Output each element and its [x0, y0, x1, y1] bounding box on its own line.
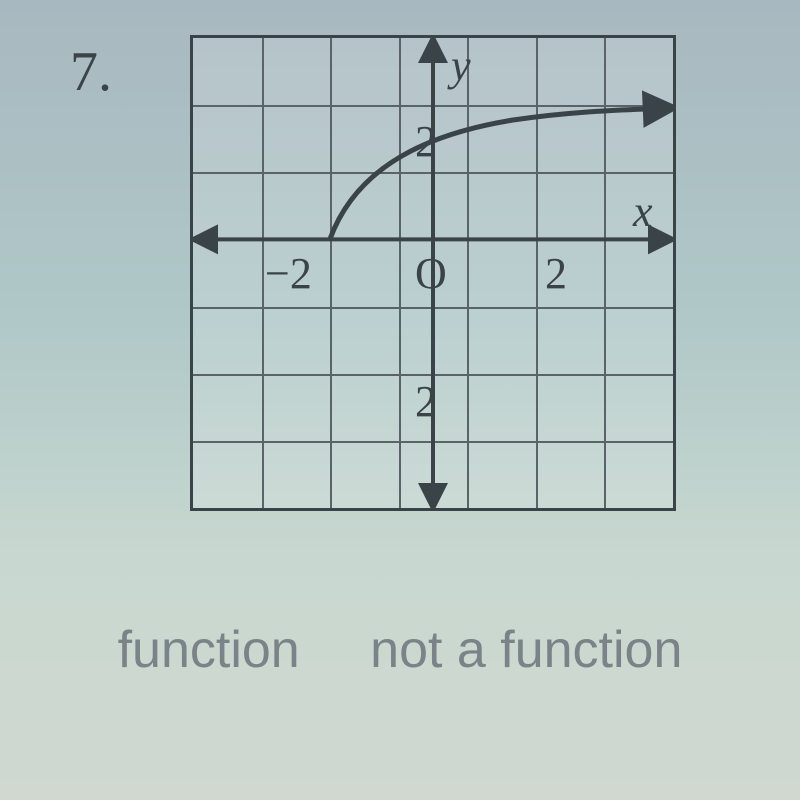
grid-v: [536, 38, 538, 508]
y-pos-2: 2: [415, 116, 437, 167]
grid-v: [262, 38, 264, 508]
graph-grid: y x O 2 2 2 −2: [190, 35, 676, 511]
grid-h: [193, 172, 673, 174]
worksheet-container: 7.: [0, 0, 800, 800]
y-neg-2: 2: [415, 376, 437, 427]
y-label: y: [451, 40, 471, 91]
x-neg-2: −2: [265, 248, 312, 299]
answer-option-function[interactable]: function: [118, 620, 300, 680]
answer-row: function not a function: [0, 620, 800, 680]
grid-v: [467, 38, 469, 508]
answer-option-not-function[interactable]: not a function: [370, 620, 682, 680]
x-label: x: [633, 186, 653, 237]
grid-v: [330, 38, 332, 508]
grid-h: [193, 307, 673, 309]
origin-label: O: [415, 248, 447, 299]
grid-h: [193, 105, 673, 107]
grid-h: [193, 441, 673, 443]
grid-v: [399, 38, 401, 508]
x-pos-2: 2: [545, 248, 567, 299]
problem-number: 7.: [70, 40, 112, 104]
grid-h: [193, 239, 673, 241]
grid-v: [604, 38, 606, 508]
